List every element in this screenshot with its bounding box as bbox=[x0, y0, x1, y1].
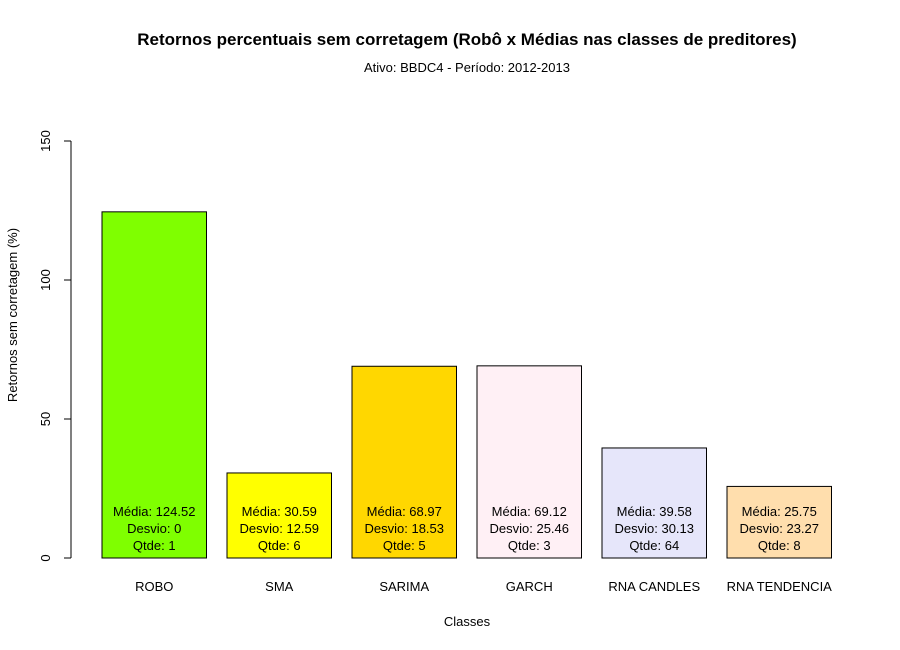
bar-data-label: Desvio: 12.59 bbox=[240, 521, 320, 536]
x-tick-label: SMA bbox=[265, 579, 294, 594]
bar-data-label: Desvio: 23.27 bbox=[740, 521, 820, 536]
x-tick-label: GARCH bbox=[506, 579, 553, 594]
bar-data-label: Qtde: 64 bbox=[629, 538, 679, 553]
bar bbox=[351, 365, 457, 559]
y-tick-label: 150 bbox=[38, 130, 53, 152]
bar-data-label: Desvio: 0 bbox=[127, 521, 181, 536]
x-axis-label: Classes bbox=[444, 614, 491, 629]
bar-data-label: Qtde: 6 bbox=[258, 538, 301, 553]
bars-group: Média: 124.52 Desvio: 0 Qtde: 1 Média: 30.5… bbox=[101, 211, 832, 559]
bar-data-label: Qtde: 1 bbox=[133, 538, 176, 553]
bar-data-label: Média: 124.52 bbox=[113, 504, 195, 519]
bar bbox=[726, 485, 832, 559]
bar-data-label: Desvio: 18.53 bbox=[365, 521, 445, 536]
x-tick-labels: ROBO SMA SARIMA GARCH RNA CANDLES RNA TENDENC… bbox=[135, 579, 832, 594]
x-tick-label: RNA CANDLES bbox=[608, 579, 700, 594]
y-tick-label: 50 bbox=[38, 412, 53, 426]
bar bbox=[601, 447, 707, 559]
bar-data-label: Qtde: 8 bbox=[758, 538, 801, 553]
bar-data-label: Qtde: 5 bbox=[383, 538, 426, 553]
y-axis-label: Retornos sem corretagem (%) bbox=[5, 228, 20, 402]
y-tick-label: 100 bbox=[38, 269, 53, 291]
bar bbox=[226, 472, 332, 559]
bar-data-label: Média: 25.75 bbox=[742, 504, 817, 519]
bar-data-label: Média: 39.58 bbox=[617, 504, 692, 519]
bar bbox=[476, 365, 582, 559]
bar-data-label: Desvio: 25.46 bbox=[490, 521, 570, 536]
x-tick-label: ROBO bbox=[135, 579, 173, 594]
y-axis: 0 50 100 150 bbox=[38, 130, 72, 562]
bar-data-label: Qtde: 3 bbox=[508, 538, 551, 553]
x-tick-label: RNA TENDENCIA bbox=[727, 579, 833, 594]
bar-data-label: Média: 30.59 bbox=[242, 504, 317, 519]
bar-data-label: Desvio: 30.13 bbox=[615, 521, 695, 536]
chart-subtitle: Ativo: BBDC4 - Período: 2012-2013 bbox=[364, 60, 570, 75]
x-tick-label: SARIMA bbox=[379, 579, 429, 594]
chart-title: Retornos percentuais sem corretagem (Rob… bbox=[137, 30, 796, 49]
bar-data-label: Média: 69.12 bbox=[492, 504, 567, 519]
y-tick-label: 0 bbox=[38, 554, 53, 561]
bar-data-label: Média: 68.97 bbox=[367, 504, 442, 519]
bar bbox=[101, 211, 207, 559]
